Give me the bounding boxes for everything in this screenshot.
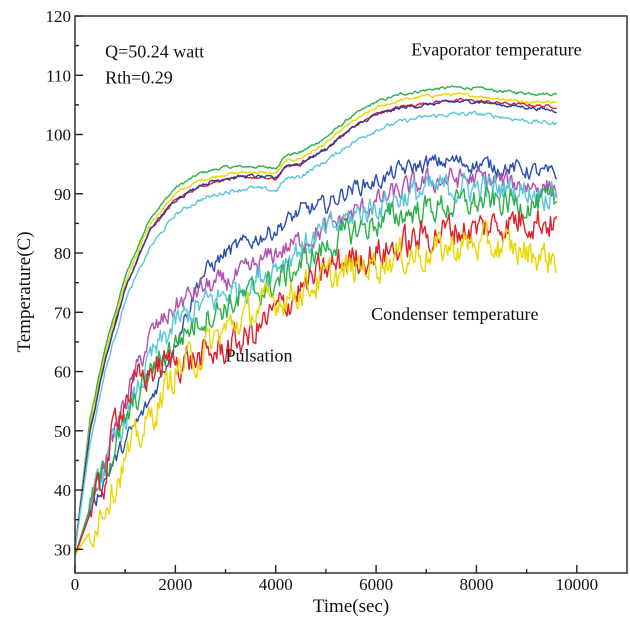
x-tick-label: 8000	[459, 575, 493, 594]
condenser-series-line	[74, 209, 558, 556]
y-axis-title: Temperature(C)	[14, 231, 35, 352]
annotation-thermal-resistance: Rth=0.29	[105, 68, 173, 88]
y-tick-label: 40	[54, 481, 71, 500]
condenser-series-line	[74, 154, 558, 556]
x-axis-ticks: 0 2000 4000 6000 8000 10000	[71, 565, 598, 594]
y-tick-label: 50	[54, 422, 71, 441]
x-tick-label: 0	[71, 575, 80, 594]
condenser-series-line	[74, 172, 558, 556]
plot-lines	[74, 85, 558, 556]
condenser-series-line	[74, 167, 558, 556]
axes: 0 2000 4000 6000 8000 10000 30 40 50 60 70 80 90 100…	[46, 7, 628, 594]
x-tick-label: 4000	[259, 575, 293, 594]
y-tick-label: 70	[54, 303, 71, 322]
annotation-pulsation: Pulsation	[226, 345, 293, 365]
evaporator-series-line	[74, 99, 558, 550]
annotation-evaporator: Evaporator temperature	[411, 40, 581, 60]
y-tick-label: 110	[46, 66, 71, 85]
condenser-series-line	[74, 219, 558, 556]
y-tick-label: 30	[54, 540, 71, 559]
annotation-condenser: Condenser temperature	[371, 304, 538, 324]
y-tick-label: 90	[54, 185, 71, 204]
plot-frame	[74, 15, 628, 574]
x-axis-title: Time(sec)	[313, 596, 389, 617]
evaporator-series-line	[74, 110, 558, 550]
y-tick-label: 120	[46, 7, 72, 26]
evaporator-series-line	[74, 85, 558, 550]
y-tick-label: 60	[54, 363, 71, 382]
y-axis-ticks: 30 40 50 60 70 80 90 100 110 120	[46, 7, 83, 559]
annotation-heat-load: Q=50.24 watt	[105, 41, 204, 61]
x-tick-label: 10000	[556, 575, 599, 594]
x-tick-label: 2000	[158, 575, 192, 594]
evaporator-series-line	[74, 92, 558, 550]
x-tick-label: 6000	[359, 575, 393, 594]
y-tick-label: 80	[54, 244, 71, 263]
y-tick-label: 100	[46, 126, 72, 145]
